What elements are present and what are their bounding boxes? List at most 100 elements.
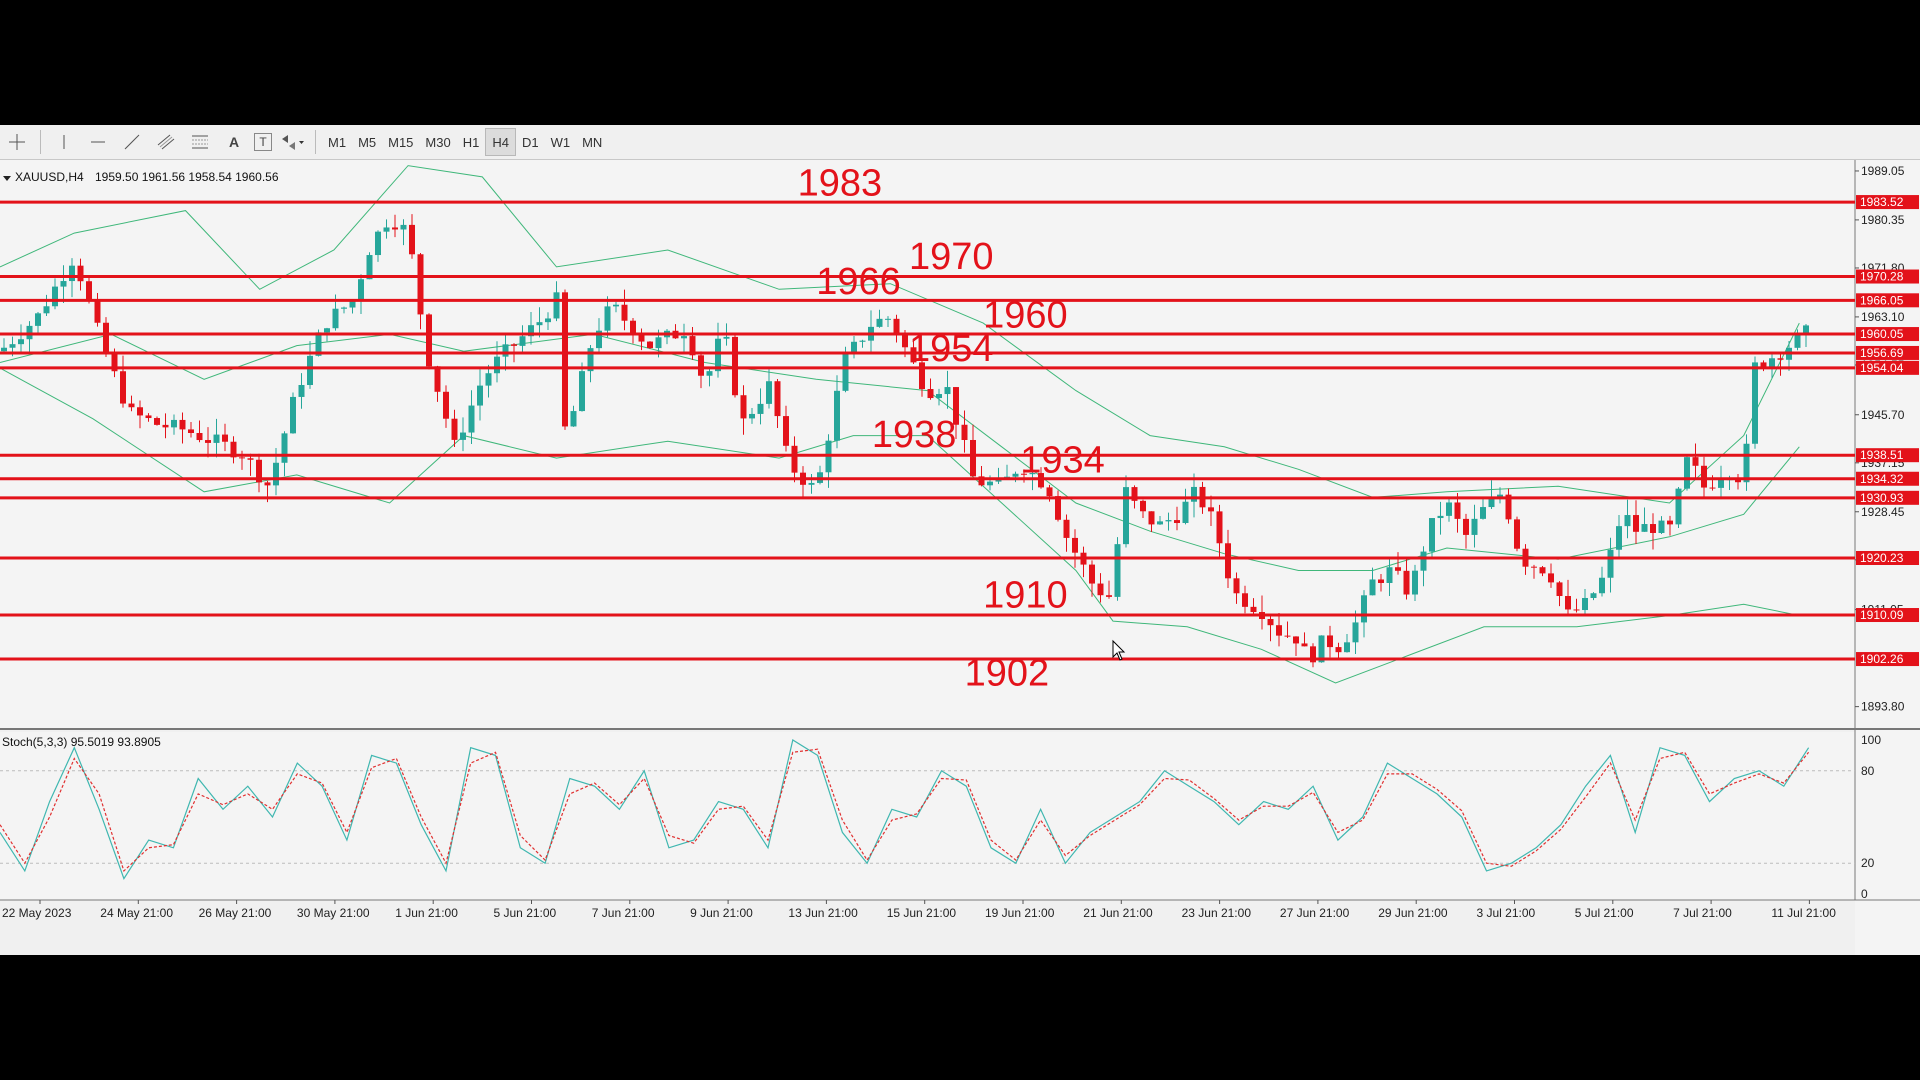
candle-body <box>587 348 594 372</box>
candle-body <box>851 341 857 355</box>
candle-body <box>9 344 16 348</box>
time-tick-label: 21 Jun 21:00 <box>1083 906 1153 920</box>
candle-body <box>154 418 160 425</box>
time-tick-label: 24 May 21:00 <box>100 906 173 920</box>
timeframe-mn[interactable]: MN <box>582 134 603 150</box>
candle-body <box>1735 479 1741 483</box>
chevron-down-icon <box>3 176 11 181</box>
candle-body <box>1794 333 1801 348</box>
timeframe-m15[interactable]: M15 <box>388 134 414 150</box>
time-tick-label: 5 Jul 21:00 <box>1575 906 1634 920</box>
price-tick-label: 1989.05 <box>1861 164 1905 178</box>
candle-body <box>86 281 92 301</box>
candle-body <box>417 254 424 315</box>
candle-body <box>179 419 186 430</box>
candle-body <box>842 354 849 391</box>
candle-body <box>1658 520 1665 533</box>
candle-body <box>222 434 228 442</box>
fibonacci-icon[interactable] <box>186 128 214 156</box>
timeframe-h4[interactable]: H4 <box>485 128 516 156</box>
candle-body <box>1369 579 1376 596</box>
candle-body <box>647 341 653 349</box>
level-label: 1920.23 <box>1860 551 1904 565</box>
candle-body <box>613 304 619 307</box>
equidistant-channel-icon[interactable] <box>152 128 180 156</box>
level-label: 1970.28 <box>1860 270 1904 284</box>
candle-body <box>477 385 483 406</box>
chart-area[interactable]: 1989.051980.351971.801963.101954.551945.… <box>0 160 1920 955</box>
level-label-bg <box>1856 652 1919 667</box>
candle-body <box>120 371 126 404</box>
candle-body <box>103 322 109 355</box>
candle-body <box>1 347 7 352</box>
candle-body <box>1335 647 1342 653</box>
candle-body <box>519 336 526 346</box>
level-annotation: 1934 <box>1020 440 1105 482</box>
candle-body <box>1616 526 1622 550</box>
stoch-tick-label: 0 <box>1861 887 1868 901</box>
level-label-bg <box>1856 360 1919 375</box>
candle-body <box>256 459 262 483</box>
candle-body <box>1284 635 1291 637</box>
timeframe-w1[interactable]: W1 <box>550 134 571 150</box>
time-tick-label: 1 Jun 21:00 <box>395 906 458 920</box>
arrows-icon[interactable] <box>278 128 306 156</box>
timeframe-m30[interactable]: M30 <box>425 134 451 150</box>
text-label-icon[interactable]: T <box>254 133 272 151</box>
candle-body <box>1012 473 1019 477</box>
candle-body <box>570 411 577 427</box>
candle-body <box>230 441 237 458</box>
time-tick-label: 5 Jun 21:00 <box>494 906 557 920</box>
candle-body <box>621 304 628 321</box>
timeframe-h1[interactable]: H1 <box>462 134 480 150</box>
time-tick-label: 30 May 21:00 <box>297 906 370 920</box>
candle-body <box>1191 486 1197 502</box>
trendline-icon[interactable] <box>118 128 146 156</box>
toolbar: A T M1 M5 M15 M30 H1 H4 D1 W1 MN <box>0 125 1920 160</box>
candle-body <box>1497 494 1503 498</box>
chart-svg: 1989.051980.351971.801963.101954.551945.… <box>0 160 1920 955</box>
level-label-bg <box>1856 195 1919 210</box>
candle-body <box>1148 511 1155 525</box>
candle-body <box>468 405 475 433</box>
crosshair-icon[interactable] <box>3 128 31 156</box>
candle-body <box>927 389 934 399</box>
candle-body <box>239 457 245 459</box>
candle-body <box>1548 573 1554 583</box>
timeframe-m1[interactable]: M1 <box>328 134 347 150</box>
horizontal-line-icon[interactable] <box>84 128 112 156</box>
candle-body <box>290 396 296 434</box>
candle-body <box>1633 515 1639 532</box>
level-label: 1902.26 <box>1860 652 1904 666</box>
candle-body <box>1599 577 1605 594</box>
level-label: 1954.04 <box>1860 361 1904 375</box>
stoch-tick-label: 100 <box>1861 733 1881 747</box>
candle-body <box>1650 524 1656 533</box>
candle-body <box>1140 500 1146 512</box>
candle-body <box>366 255 373 280</box>
candle-body <box>485 373 492 386</box>
candle-body <box>1565 596 1571 610</box>
candle-body <box>460 432 466 440</box>
candle-body <box>630 320 636 336</box>
candle-body <box>1437 515 1444 519</box>
level-label-bg <box>1856 345 1919 360</box>
candle-body <box>1089 564 1095 584</box>
candle-body <box>1029 473 1036 475</box>
level-label-bg <box>1856 293 1919 308</box>
candle-body <box>77 265 84 282</box>
vertical-line-icon[interactable] <box>50 128 78 156</box>
candle-body <box>1488 497 1495 508</box>
candle-body <box>536 322 543 326</box>
candle-body <box>1760 362 1767 369</box>
candle-body <box>69 265 75 282</box>
level-annotation: 1966 <box>816 261 901 303</box>
candle-body <box>1769 358 1775 369</box>
timeframe-m5[interactable]: M5 <box>358 134 377 150</box>
timeframe-d1[interactable]: D1 <box>521 134 539 150</box>
text-icon[interactable]: A <box>228 134 240 150</box>
main-panel-bg <box>0 160 1855 728</box>
candle-body <box>324 328 330 333</box>
toolbar-separator <box>40 130 41 154</box>
time-tick-label: 3 Jul 21:00 <box>1477 906 1536 920</box>
